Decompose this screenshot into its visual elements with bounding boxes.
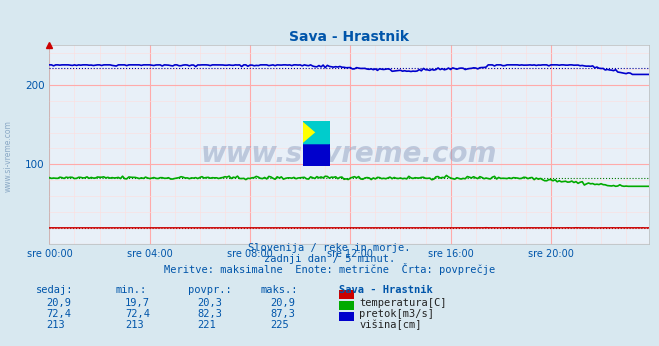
Text: maks.:: maks.: [260, 285, 298, 295]
Text: 213: 213 [125, 320, 144, 330]
Polygon shape [303, 121, 330, 144]
Text: Meritve: maksimalne  Enote: metrične  Črta: povprečje: Meritve: maksimalne Enote: metrične Črta… [164, 263, 495, 275]
Polygon shape [303, 121, 330, 144]
Text: sedaj:: sedaj: [36, 285, 74, 295]
Text: Slovenija / reke in morje.: Slovenija / reke in morje. [248, 243, 411, 253]
Text: 72,4: 72,4 [46, 309, 71, 319]
Text: 20,9: 20,9 [46, 298, 71, 308]
Text: pretok[m3/s]: pretok[m3/s] [359, 309, 434, 319]
Text: Sava - Hrastnik: Sava - Hrastnik [339, 285, 433, 295]
Text: višina[cm]: višina[cm] [359, 320, 422, 330]
Text: 221: 221 [198, 320, 216, 330]
Text: 82,3: 82,3 [198, 309, 223, 319]
Text: www.si-vreme.com: www.si-vreme.com [3, 120, 13, 192]
Text: 20,9: 20,9 [270, 298, 295, 308]
Text: povpr.:: povpr.: [188, 285, 231, 295]
Text: min.:: min.: [115, 285, 146, 295]
Text: 20,3: 20,3 [198, 298, 223, 308]
Text: 225: 225 [270, 320, 289, 330]
Text: www.si-vreme.com: www.si-vreme.com [201, 140, 498, 169]
Text: 87,3: 87,3 [270, 309, 295, 319]
Bar [303, 144, 330, 166]
Text: 19,7: 19,7 [125, 298, 150, 308]
Text: 72,4: 72,4 [125, 309, 150, 319]
Text: zadnji dan / 5 minut.: zadnji dan / 5 minut. [264, 254, 395, 264]
Bar [303, 121, 330, 144]
Text: 213: 213 [46, 320, 65, 330]
Title: Sava - Hrastnik: Sava - Hrastnik [289, 30, 409, 44]
Text: temperatura[C]: temperatura[C] [359, 298, 447, 308]
